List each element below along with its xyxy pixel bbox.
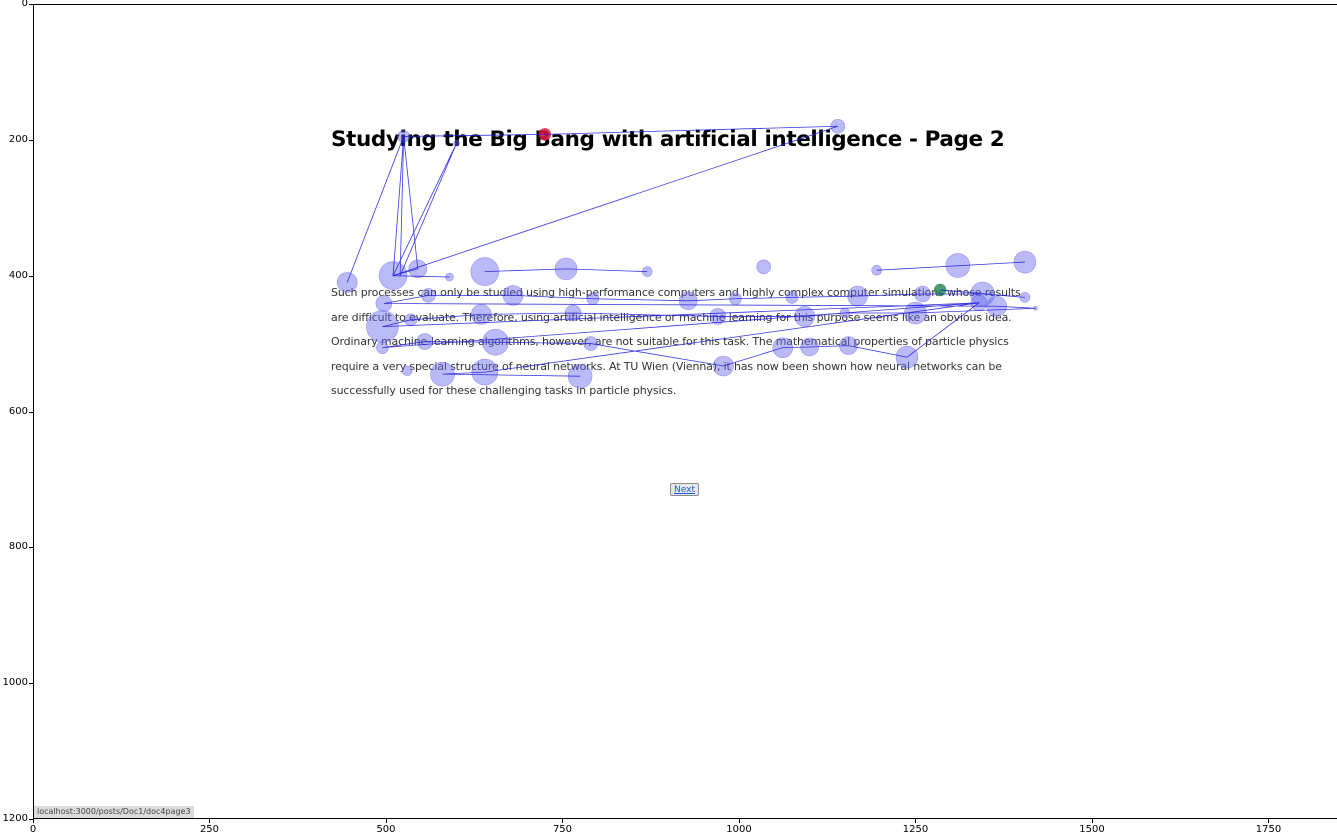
paragraph-line: are difficult to evaluate. Therefore, us… <box>331 310 1012 324</box>
x-tick-label: 750 <box>552 824 573 835</box>
x-tick-label: 1250 <box>902 824 929 835</box>
x-tick-mark <box>209 819 211 823</box>
y-tick-mark <box>29 275 33 277</box>
y-tick-label: 1000 <box>2 677 28 689</box>
y-tick-label: 400 <box>8 269 28 281</box>
y-tick-label: 0 <box>21 0 28 9</box>
y-tick-label: 600 <box>8 405 28 417</box>
x-tick-mark <box>33 819 34 823</box>
x-tick-label: 250 <box>199 824 220 835</box>
y-tick-label: 800 <box>8 541 28 553</box>
y-tick-mark <box>29 139 33 141</box>
y-tick-mark <box>29 411 33 413</box>
x-tick-mark <box>1268 819 1270 823</box>
paragraph-line: successfully used for these challenging … <box>331 384 677 397</box>
y-tick-mark <box>29 819 33 820</box>
x-tick-label: 500 <box>376 824 396 835</box>
x-tick-label: 1000 <box>726 824 752 835</box>
plot-frame <box>33 4 1337 819</box>
y-tick-label: 200 <box>8 133 28 145</box>
next-button[interactable]: Next <box>670 483 699 496</box>
y-tick-mark <box>29 683 33 685</box>
x-tick-mark <box>385 819 387 823</box>
x-tick-mark <box>738 819 740 823</box>
status-bar-url: localhost:3000/posts/Doc1/doc4page3 <box>34 806 194 818</box>
paragraph-line: require a very special structure of neur… <box>331 359 1002 373</box>
article-paragraph: Such processes can only be studied using… <box>331 283 1031 406</box>
y-tick-label: 1200 <box>2 813 28 824</box>
x-tick-mark <box>1091 819 1093 823</box>
page-title: Studying the Big Bang with artificial in… <box>331 127 1005 152</box>
y-tick-mark <box>29 4 33 5</box>
x-tick-label: 1500 <box>1079 824 1105 835</box>
x-tick-label: 1750 <box>1255 824 1282 835</box>
x-tick-mark <box>915 819 917 823</box>
x-tick-label: 0 <box>29 824 37 835</box>
x-tick-mark <box>562 819 564 823</box>
paragraph-line: Such processes can only be studied using… <box>331 286 1021 299</box>
y-tick-mark <box>29 547 33 549</box>
paragraph-line: Ordinary machine-learning algorithms, ho… <box>331 335 1009 348</box>
